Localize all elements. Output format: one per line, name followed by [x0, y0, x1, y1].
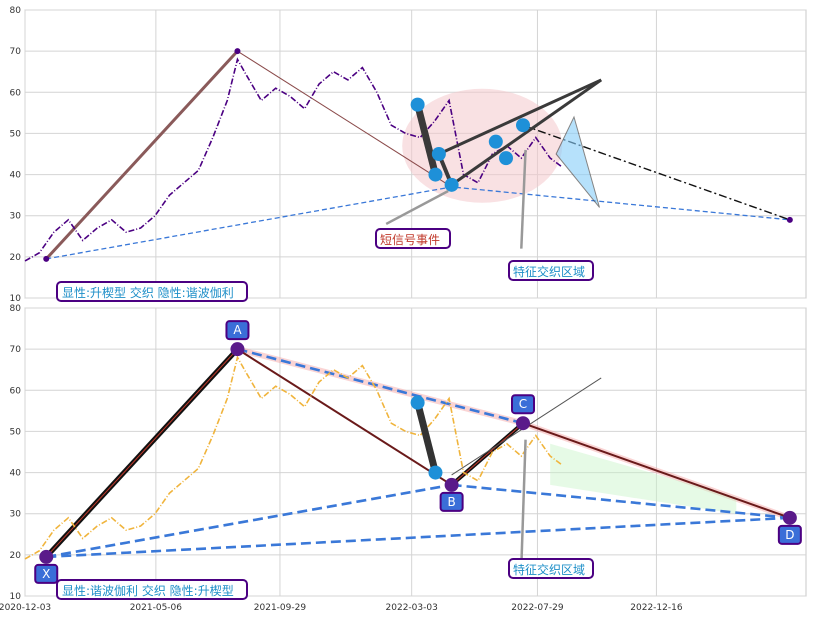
x-tick-label: 2021-09-29	[254, 603, 307, 613]
bc-leg-core	[451, 422, 524, 486]
pivot-point	[782, 510, 797, 525]
event-label: 短信号事件	[380, 233, 440, 247]
y-tick-label: 50	[10, 427, 22, 437]
pivot-dot	[786, 216, 793, 223]
wedge-point	[516, 118, 531, 133]
pivot-label: X	[42, 567, 50, 581]
ac-dashed	[237, 347, 524, 425]
bottom-panel: 10 20 30 40 50 60 70 80 2020-12-03 2021-05-06 2021…	[0, 304, 806, 613]
xa-leg	[45, 50, 239, 260]
bd-dashed	[451, 483, 790, 520]
zone-arrow	[520, 439, 527, 568]
pivot-dot	[43, 255, 50, 262]
bottom-panel-frame	[24, 307, 807, 597]
pivot-point	[39, 549, 54, 564]
x-tick-label: 2020-12-03	[0, 603, 51, 613]
y-tick-label: 20	[10, 253, 22, 263]
top-zone-label: 特征交织区域	[513, 264, 585, 279]
y-tick-label: 30	[10, 212, 22, 222]
pivot-point	[230, 342, 245, 357]
short-signal-leg	[414, 401, 439, 474]
y-tick-label: 10	[10, 592, 22, 602]
ab-leg	[237, 50, 452, 188]
pivot-label: C	[519, 397, 527, 411]
pivot-point	[444, 477, 459, 492]
wedge-point	[428, 167, 443, 182]
zone-arrow	[520, 149, 527, 249]
projection-line	[522, 124, 791, 221]
pivot-label-box	[225, 320, 250, 341]
pivot-point	[516, 416, 531, 431]
ad-band	[237, 346, 790, 521]
y-tick-label: 10	[10, 294, 22, 304]
wedge-upper	[438, 78, 602, 156]
pivot-label: D	[785, 528, 794, 542]
xd-dashed	[46, 516, 790, 559]
wedge-lower	[450, 78, 603, 187]
y-tick-label: 30	[10, 510, 22, 520]
wedge-point	[431, 147, 446, 161]
wave-triangle	[555, 115, 600, 208]
xa-leg-core	[45, 348, 238, 558]
bottom-caption-box: 显性:谐波伽利 交织 隐性:升楔型	[56, 579, 248, 600]
price-series	[24, 355, 562, 560]
y-tick-label: 80	[10, 304, 22, 314]
pivot-label: A	[233, 323, 242, 337]
wedge-point	[499, 151, 514, 166]
bottom-zone-label-box: 特征交织区域	[508, 558, 594, 579]
pivot-label-box	[439, 491, 464, 512]
x-tick-label: 2022-07-29	[511, 603, 564, 613]
pivot-dot	[234, 48, 241, 55]
pivot-label-box	[777, 524, 802, 545]
top-caption-box: 显性:升楔型 交织 隐性:谐波伽利	[56, 281, 248, 302]
top-caption: 显性:升楔型 交织 隐性:谐波伽利	[62, 285, 234, 300]
short-signal-leg	[414, 103, 439, 176]
wedge-point	[444, 177, 459, 192]
price-series	[24, 57, 562, 262]
event-label-box: 短信号事件	[375, 228, 451, 249]
pivot-label: B	[448, 495, 456, 509]
signal-point	[410, 395, 425, 410]
top-zone-label-box: 特征交织区域	[508, 260, 594, 281]
signal-point	[428, 465, 443, 480]
y-tick-label: 60	[10, 386, 22, 396]
y-tick-label: 20	[10, 551, 22, 561]
y-tick-label: 70	[10, 47, 22, 57]
x-tick-label: 2022-03-03	[386, 603, 438, 613]
y-tick-label: 40	[10, 469, 22, 479]
xb-dashed	[46, 483, 452, 559]
wedge-point	[488, 134, 503, 149]
pivot-label-box	[34, 563, 59, 584]
prz-zone	[550, 443, 737, 514]
x-tick-label: 2021-05-06	[130, 603, 183, 613]
pivot-label-box	[511, 394, 536, 415]
x-tick-label: 2022-12-16	[630, 603, 683, 613]
wedge-point	[410, 97, 425, 112]
ab-leg	[236, 348, 453, 486]
event-arrow	[385, 189, 449, 226]
y-tick-label: 80	[10, 6, 22, 16]
y-tick-label: 40	[10, 171, 22, 181]
cd-leg	[522, 422, 791, 519]
y-tick-label: 50	[10, 129, 22, 139]
bottom-zone-label: 特征交织区域	[513, 562, 585, 577]
bottom-caption: 显性:谐波伽利 交织 隐性:升楔型	[62, 583, 234, 598]
top-panel: 10 20 30 40 50 60 70 80	[10, 6, 806, 304]
y-tick-label: 70	[10, 345, 22, 355]
y-tick-label: 60	[10, 88, 22, 98]
